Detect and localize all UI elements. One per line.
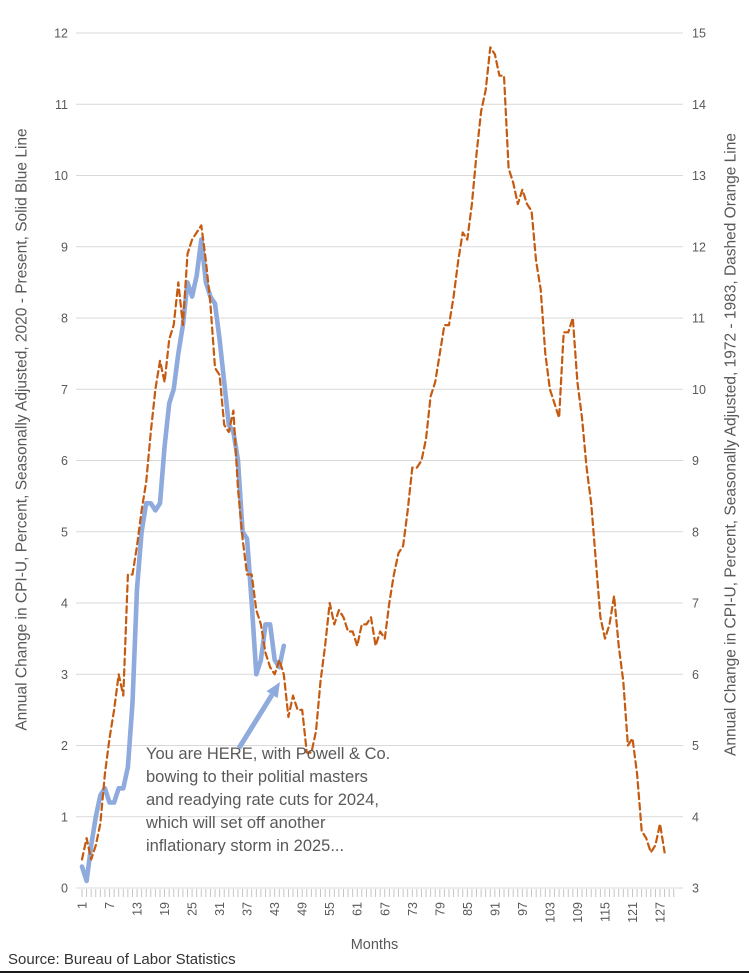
left-tick-label: 0 — [61, 882, 68, 896]
annotation-line: inflationary storm in 2025... — [146, 837, 345, 855]
x-tick-label: 79 — [433, 902, 447, 916]
x-tick-label: 13 — [131, 902, 145, 916]
series-1972-1983-line — [80, 46, 666, 861]
x-tick-label: 61 — [351, 902, 365, 916]
x-tick-label: 115 — [598, 902, 612, 922]
annotation-line: and readying rate cuts for 2024, — [146, 791, 379, 809]
right-tick-label: 3 — [692, 882, 699, 896]
x-tick-label: 127 — [654, 902, 668, 923]
right-axis-title: Annual Change in CPI-U, Percent, Seasona… — [722, 133, 740, 756]
left-tick-label: 1 — [61, 810, 68, 824]
left-axis-title: Annual Change in CPI-U, Percent, Seasona… — [13, 128, 31, 731]
annotation-text: You are HERE, with Powell & Co. bowing to… — [146, 743, 390, 858]
right-tick-label: 15 — [692, 27, 706, 41]
source-note: Source: Bureau of Labor Statistics — [8, 951, 236, 968]
left-tick-label: 7 — [61, 383, 68, 397]
right-tick-label: 7 — [692, 597, 699, 611]
right-tick-label: 4 — [692, 810, 699, 824]
x-tick-label: 73 — [406, 902, 420, 916]
x-tick-label: 37 — [241, 902, 255, 916]
right-tick-label: 8 — [692, 525, 699, 539]
x-tick-label: 109 — [571, 902, 585, 923]
x-tick-label: 19 — [158, 902, 172, 916]
annotation-line: bowing to their politial masters — [146, 768, 368, 786]
left-tick-label: 12 — [54, 27, 68, 41]
left-tick-label: 6 — [61, 454, 68, 468]
x-tick-label: 55 — [323, 902, 337, 916]
bottom-divider — [0, 971, 749, 973]
left-tick-label: 4 — [61, 597, 68, 611]
x-axis-title: Months — [350, 937, 399, 953]
right-tick-label: 10 — [692, 383, 706, 397]
right-tick-label: 6 — [692, 668, 699, 682]
right-tick-label: 5 — [692, 739, 699, 753]
left-tick-label: 8 — [61, 312, 68, 326]
x-tick-label: 1 — [76, 902, 90, 909]
left-tick-label: 9 — [61, 240, 68, 254]
annotation-line: You are HERE, with Powell & Co. — [146, 745, 391, 763]
left-tick-label: 11 — [55, 98, 68, 112]
x-tick-label: 85 — [461, 902, 475, 916]
annotation-arrow — [236, 693, 275, 750]
x-tick-label: 121 — [626, 902, 640, 923]
left-tick-label: 5 — [61, 525, 68, 539]
left-tick-label: 10 — [54, 169, 68, 183]
x-tick-label: 91 — [488, 902, 502, 916]
x-tick-label: 31 — [213, 902, 227, 916]
x-tick-label: 43 — [268, 902, 282, 916]
right-tick-label: 13 — [692, 169, 706, 183]
annotation-arrow-head — [266, 682, 280, 699]
x-tick-label: 49 — [296, 902, 310, 916]
left-tick-label: 2 — [61, 739, 68, 753]
left-tick-label: 3 — [61, 668, 68, 682]
right-tick-label: 9 — [692, 454, 699, 468]
x-tick-label: 7 — [103, 902, 117, 909]
right-tick-label: 14 — [692, 98, 706, 112]
x-tick-label: 25 — [186, 902, 200, 916]
x-tick-label: 103 — [543, 902, 557, 923]
right-tick-label: 11 — [692, 312, 705, 326]
right-tick-label: 12 — [692, 240, 706, 254]
x-tick-label: 67 — [378, 902, 392, 916]
annotation-line: which will set off another — [146, 814, 326, 832]
x-tick-label: 97 — [516, 902, 530, 916]
